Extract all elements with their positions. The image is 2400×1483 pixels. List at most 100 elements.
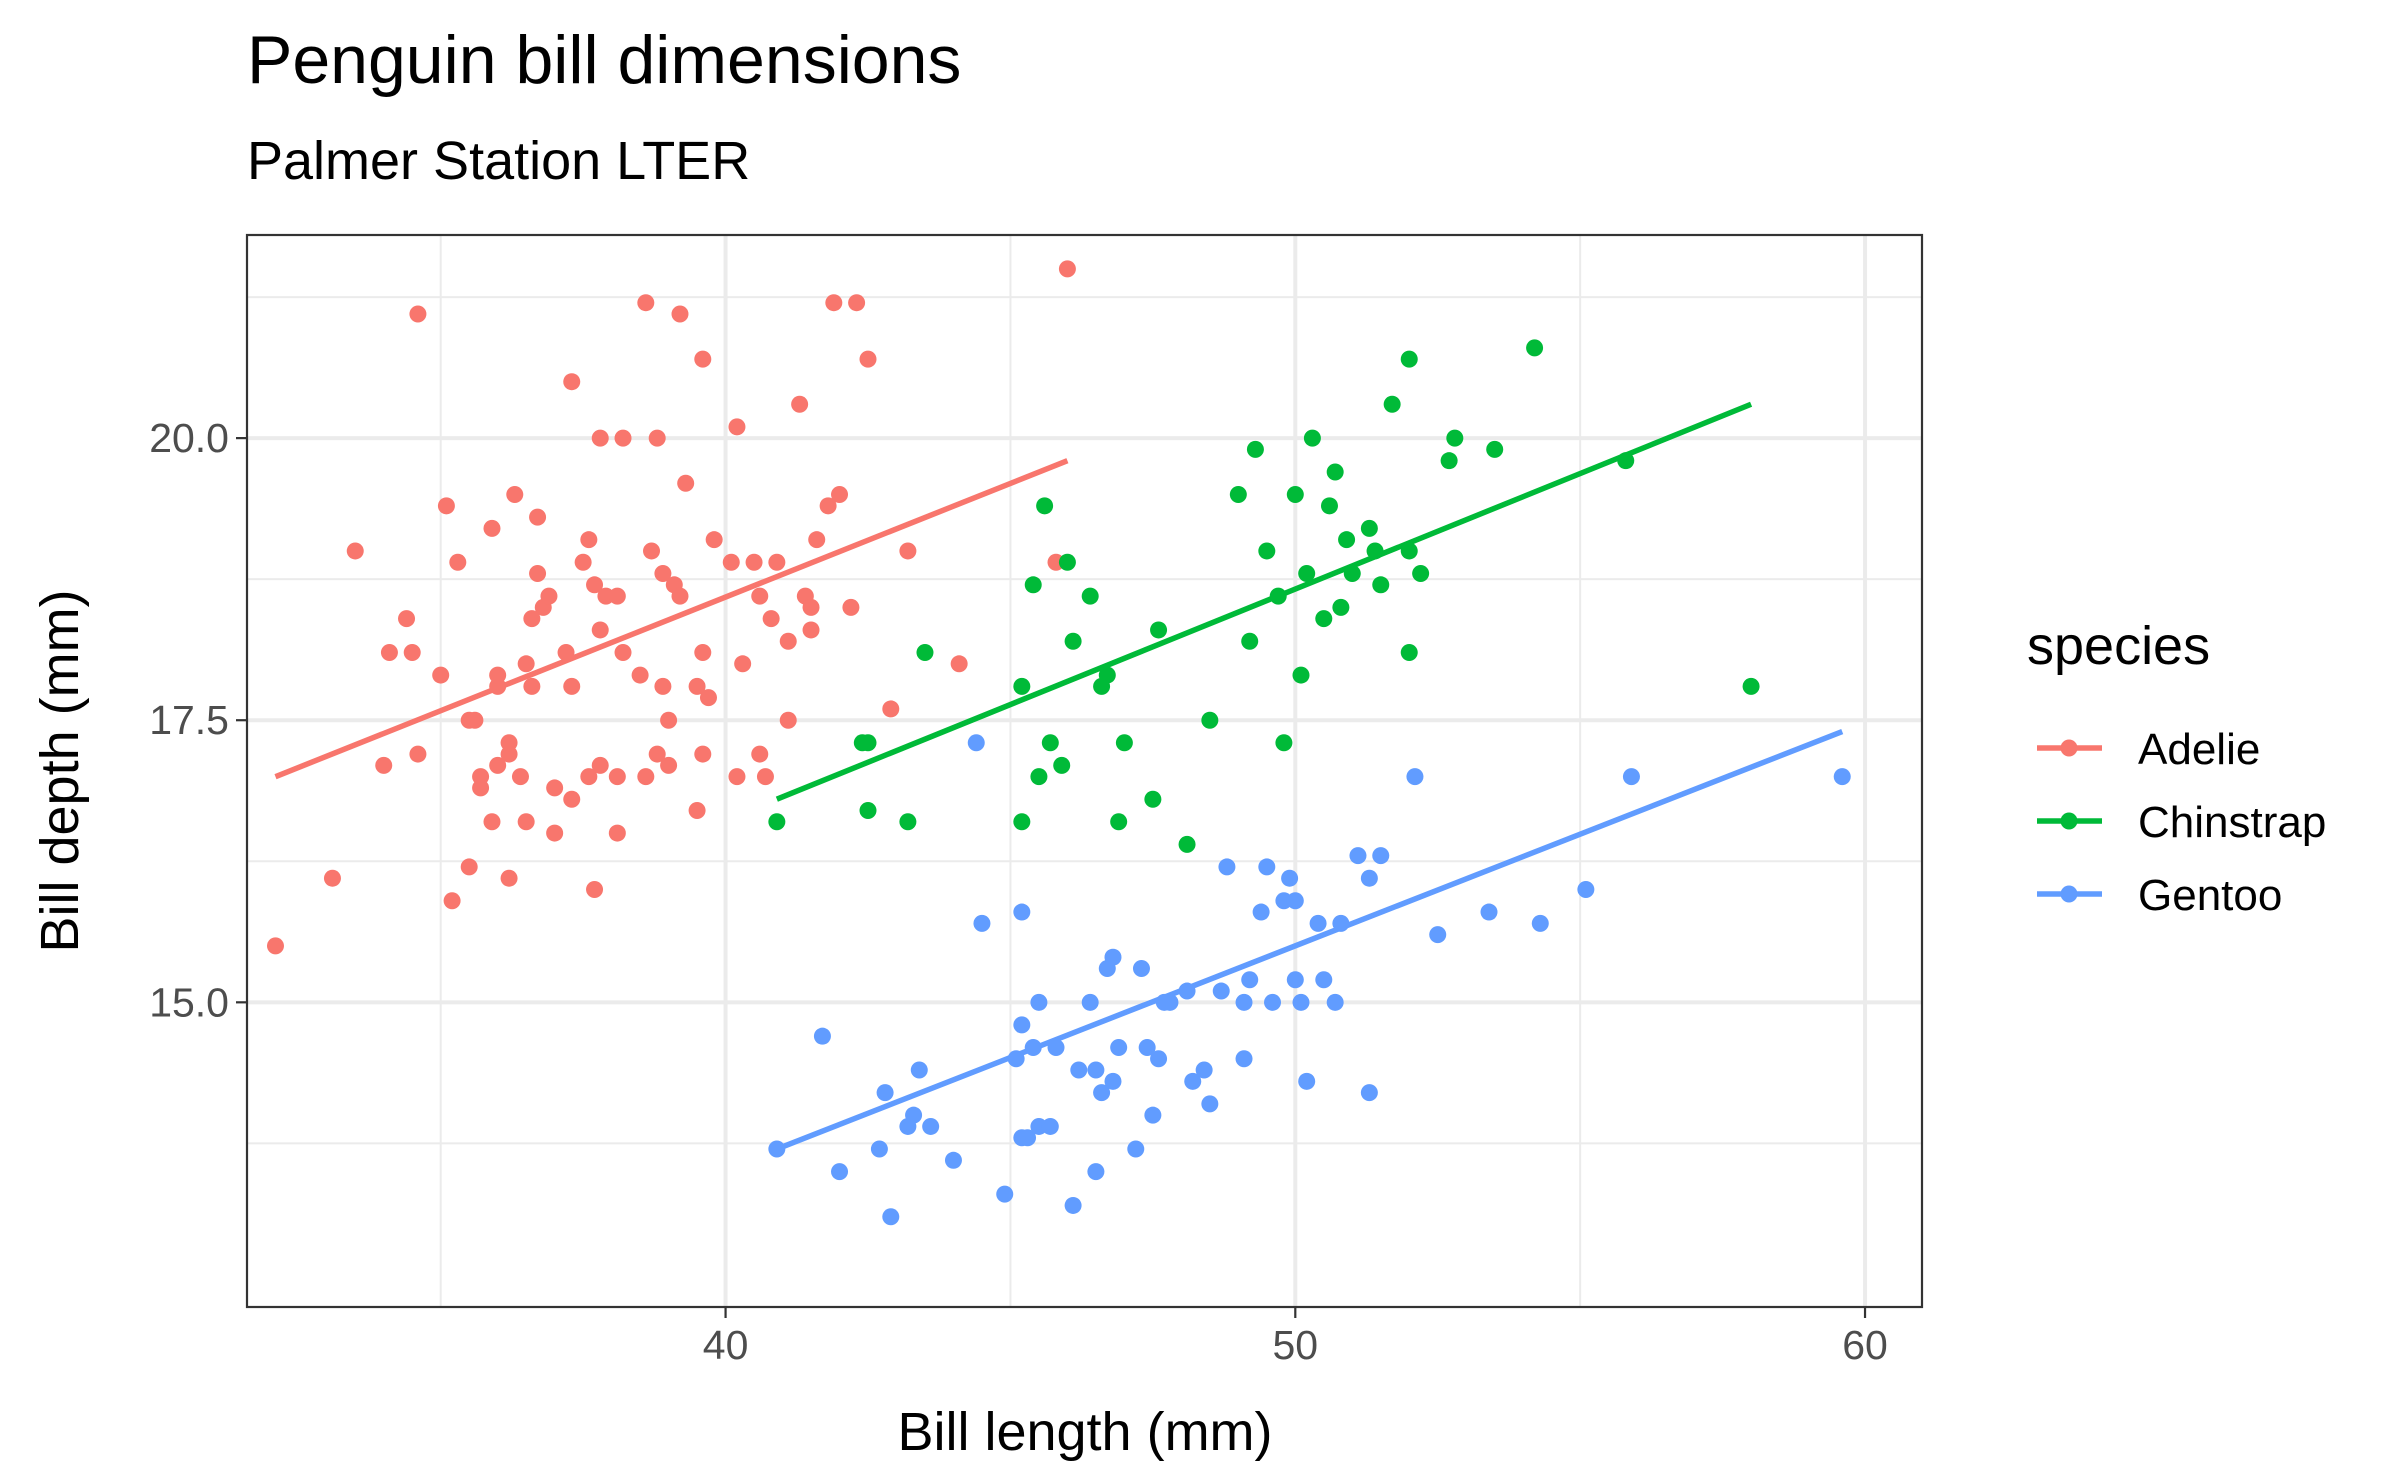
point-chinstrap [1400,350,1418,368]
point-adelie [563,373,581,391]
point-chinstrap [1036,497,1054,515]
point-adelie [637,768,655,786]
point-adelie [506,486,524,504]
point-gentoo [1252,903,1270,921]
point-adelie [580,768,598,786]
point-adelie [654,677,672,695]
point-adelie [380,644,398,662]
point-adelie [591,429,609,447]
legend-label-chinstrap: Chinstrap [2138,798,2326,847]
point-adelie [768,553,786,571]
point-gentoo [1349,847,1367,865]
point-adelie [779,711,797,729]
point-adelie [437,497,455,515]
plot-border [245,233,1924,1309]
point-adelie [489,666,507,684]
legend-label-adelie: Adelie [2138,725,2260,774]
point-gentoo [1218,858,1236,876]
point-adelie [660,756,678,774]
point-adelie [500,869,518,887]
point-gentoo [1281,869,1299,887]
legend: species Adelie Chinstrap Gentoo [2027,616,2326,920]
point-gentoo [910,1061,928,1079]
point-gentoo [1087,1163,1105,1181]
point-adelie [591,621,609,639]
point-chinstrap [1446,429,1464,447]
point-adelie [483,519,501,537]
point-adelie [580,531,598,549]
point-adelie [631,666,649,684]
point-gentoo [1241,971,1259,989]
point-adelie [586,576,604,594]
data-points [266,260,1851,1226]
point-adelie [643,542,661,560]
point-gentoo [882,1208,900,1226]
point-adelie [403,644,421,662]
point-adelie [540,587,558,605]
point-gentoo [1150,1050,1168,1068]
point-gentoo [1007,1050,1025,1068]
point-gentoo [1019,1129,1037,1147]
point-adelie [489,756,507,774]
point-gentoo [1144,1106,1162,1124]
point-gentoo [1286,971,1304,989]
point-adelie [637,294,655,312]
trend-lines [274,401,1844,1152]
point-chinstrap [1041,734,1059,752]
point-chinstrap [859,734,877,752]
point-chinstrap [1241,632,1259,650]
point-adelie [751,745,769,763]
point-adelie [831,486,849,504]
point-gentoo [1235,993,1253,1011]
point-gentoo [1024,1038,1042,1056]
point-adelie [734,655,752,673]
point-adelie [779,632,797,650]
point-gentoo [1577,880,1595,898]
legend-key-point-chinstrap [2060,812,2078,830]
point-chinstrap [899,813,917,831]
point-chinstrap [1013,813,1031,831]
point-gentoo [1833,768,1851,786]
x-tick-label: 40 [703,1322,749,1368]
point-gentoo [1127,1140,1145,1158]
point-chinstrap [1144,790,1162,808]
point-gentoo [967,734,985,752]
point-gentoo [1332,914,1350,932]
point-adelie [648,429,666,447]
point-gentoo [1622,768,1640,786]
point-adelie [608,824,626,842]
point-adelie [523,610,541,628]
point-gentoo [813,1027,831,1045]
point-gentoo [1161,993,1179,1011]
x-axis-ticks: 40 50 60 [703,1307,1888,1368]
point-gentoo [1235,1050,1253,1068]
point-adelie [529,565,547,583]
legend-key-point-gentoo [2060,885,2078,903]
point-gentoo [1104,948,1122,966]
point-adelie [825,294,843,312]
point-gentoo [1132,959,1150,977]
point-gentoo [944,1151,962,1169]
legend-label-gentoo: Gentoo [2138,871,2282,920]
trend-line-gentoo [775,728,1844,1152]
point-adelie [694,644,712,662]
point-gentoo [870,1140,888,1158]
point-adelie [483,813,501,831]
chart-title: Penguin bill dimensions [247,22,961,98]
point-adelie [859,350,877,368]
point-adelie [398,610,416,628]
point-adelie [688,801,706,819]
legend-items: Adelie Chinstrap Gentoo [2037,725,2326,920]
point-gentoo [1138,1038,1156,1056]
point-gentoo [1360,869,1378,887]
point-adelie [899,542,917,560]
point-adelie [409,745,427,763]
point-adelie [751,587,769,605]
point-adelie [523,677,541,695]
point-gentoo [1406,768,1424,786]
point-chinstrap [1275,734,1293,752]
point-chinstrap [1053,756,1071,774]
point-chinstrap [1326,463,1344,481]
point-gentoo [1315,971,1333,989]
point-adelie [756,768,774,786]
